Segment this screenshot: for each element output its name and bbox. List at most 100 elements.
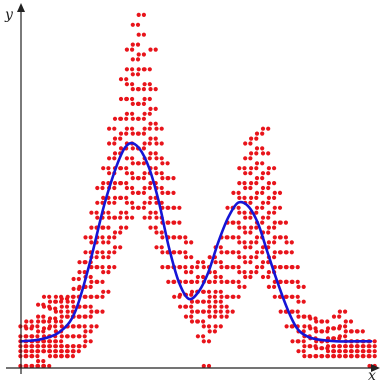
- scatter-point: [106, 210, 111, 215]
- scatter-point: [206, 289, 212, 294]
- scatter-point: [77, 270, 82, 275]
- scatter-point: [82, 344, 87, 349]
- scatter-point: [65, 309, 70, 314]
- scatter-point: [142, 96, 147, 102]
- scatter-point: [343, 334, 348, 339]
- scatter-point: [195, 299, 200, 304]
- scatter-point: [118, 131, 124, 136]
- scatter-point: [89, 309, 94, 314]
- scatter-point: [254, 166, 259, 171]
- scatter-point: [254, 235, 260, 240]
- scatter-point: [107, 235, 112, 240]
- scatter-point: [130, 176, 135, 181]
- scatter-point: [189, 289, 195, 294]
- scatter-point: [266, 171, 271, 176]
- scatter-point: [254, 205, 260, 210]
- scatter-point: [314, 329, 319, 334]
- scatter-point: [83, 304, 88, 309]
- scatter-point: [260, 176, 265, 181]
- scatter-point: [189, 279, 195, 284]
- scatter-point: [59, 344, 64, 349]
- scatter-point: [225, 294, 230, 299]
- scatter-point: [124, 67, 129, 72]
- scatter-point: [141, 146, 146, 151]
- scatter-point: [331, 349, 337, 354]
- scatter-point: [36, 344, 41, 349]
- scatter-point: [166, 279, 171, 284]
- scatter-point: [88, 304, 93, 309]
- scatter-point: [124, 225, 129, 230]
- scatter-point: [243, 215, 248, 220]
- scatter-point: [248, 260, 253, 265]
- scatter-point: [248, 215, 253, 220]
- scatter-point: [201, 324, 206, 329]
- scatter-point: [77, 284, 82, 289]
- scatter-point: [254, 265, 260, 270]
- scatter-point: [189, 299, 195, 304]
- scatter-point: [295, 265, 300, 270]
- scatter-point: [148, 87, 153, 92]
- scatter-point: [207, 279, 212, 284]
- scatter-point: [254, 190, 260, 195]
- scatter-point: [118, 96, 124, 102]
- scatter-point: [290, 339, 295, 344]
- scatter-point: [148, 121, 153, 126]
- scatter-point: [206, 339, 212, 344]
- scatter-point: [130, 67, 135, 72]
- scatter-point: [24, 363, 29, 369]
- scatter-point: [231, 279, 236, 284]
- scatter-point: [207, 314, 212, 319]
- scatter-point: [361, 349, 366, 354]
- scatter-point: [83, 339, 88, 344]
- scatter-point: [343, 349, 348, 354]
- scatter-point: [195, 274, 200, 280]
- scatter-point: [349, 329, 354, 334]
- scatter-point: [41, 363, 47, 369]
- scatter-point: [219, 314, 224, 319]
- scatter-point: [71, 286, 76, 291]
- scatter-point: [320, 354, 325, 359]
- scatter-point: [301, 349, 306, 354]
- scatter-point: [107, 200, 112, 205]
- scatter-point: [147, 200, 152, 205]
- scatter-point: [212, 279, 217, 284]
- scatter-point: [88, 274, 93, 280]
- scatter-point: [71, 334, 76, 339]
- scatter-point: [70, 299, 75, 304]
- scatter-point: [83, 250, 88, 255]
- scatter-point: [237, 195, 242, 200]
- scatter-point: [219, 265, 224, 270]
- scatter-point: [189, 309, 195, 314]
- scatter-point: [183, 240, 189, 245]
- scatter-point: [59, 319, 64, 324]
- scatter-point: [320, 329, 325, 334]
- scatter-point: [295, 309, 300, 314]
- scatter-point: [71, 349, 76, 354]
- scatter-point: [213, 299, 218, 304]
- scatter-point: [124, 200, 129, 205]
- scatter-point: [372, 349, 377, 354]
- scatter-point: [141, 12, 146, 17]
- scatter-point: [106, 270, 111, 275]
- scatter-point: [141, 190, 146, 195]
- scatter-point: [231, 265, 236, 270]
- scatter-point: [201, 265, 206, 270]
- scatter-point: [201, 309, 206, 314]
- scatter-point: [160, 265, 165, 270]
- scatter-point: [189, 255, 194, 260]
- scatter-point: [277, 190, 283, 195]
- scatter-point: [183, 265, 188, 270]
- scatter-point: [71, 344, 76, 349]
- scatter-point: [153, 151, 158, 156]
- scatter-point: [154, 230, 159, 235]
- scatter-point: [325, 349, 331, 354]
- scatter-point: [172, 294, 177, 299]
- scatter-point: [65, 354, 70, 359]
- scatter-point: [136, 161, 141, 166]
- scatter-point: [296, 299, 301, 304]
- scatter-points: [18, 12, 377, 369]
- scatter-point: [355, 329, 360, 334]
- scatter-point: [142, 82, 147, 87]
- scatter-point: [337, 324, 342, 329]
- scatter-point: [314, 346, 319, 351]
